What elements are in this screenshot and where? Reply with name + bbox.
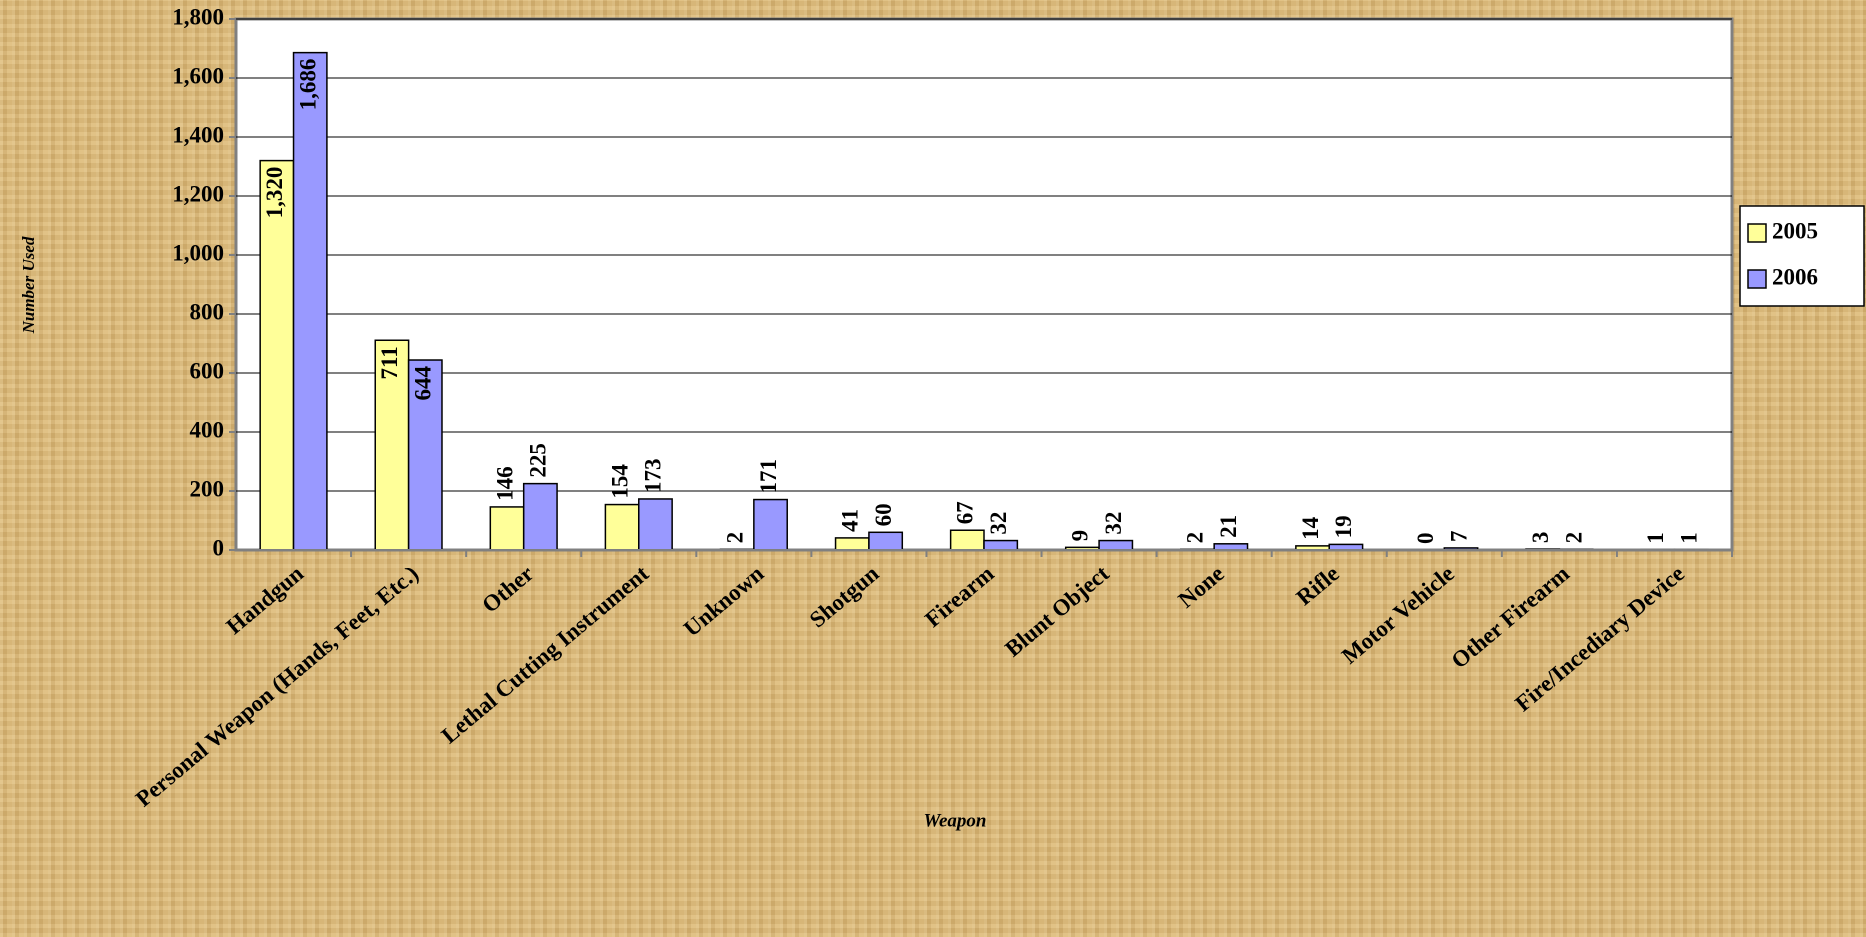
y-tick-label: 1,600: [172, 63, 224, 88]
x-axis-title: Weapon: [924, 810, 987, 831]
bar: [292, 51, 328, 551]
value-label: 154: [607, 464, 632, 499]
bar: [983, 539, 1019, 551]
value-label: 1: [1643, 532, 1668, 544]
bar: [949, 529, 985, 551]
value-label: 2: [1561, 532, 1586, 544]
y-tick-label: 800: [190, 299, 225, 324]
value-label: 1: [1676, 532, 1701, 544]
value-label: 2: [722, 532, 747, 544]
y-axis-title: Number Used: [19, 236, 38, 334]
bar: [489, 506, 525, 551]
x-tick-label: Other: [477, 561, 538, 618]
y-tick-label: 1,200: [172, 181, 224, 206]
x-tick-label: Firearm: [920, 561, 998, 632]
legend-swatch: [1747, 269, 1767, 289]
value-label: 32: [986, 512, 1011, 535]
legend-label: 2005: [1772, 218, 1818, 243]
value-label: 225: [526, 443, 551, 478]
x-tick-label: Other Firearm: [1447, 561, 1574, 674]
bar: [753, 498, 788, 551]
x-tick-label: None: [1174, 561, 1229, 613]
legend-swatch: [1747, 223, 1767, 243]
value-label: 41: [838, 509, 863, 532]
value-label: 9: [1068, 530, 1093, 542]
value-label: 14: [1298, 516, 1323, 540]
value-label: 3: [1528, 532, 1553, 544]
value-label: 32: [1101, 512, 1126, 535]
value-label: 21: [1216, 515, 1241, 538]
value-label: 19: [1331, 515, 1356, 538]
legend-box: [1739, 205, 1865, 307]
value-label: 146: [492, 466, 517, 501]
value-label: 2: [1183, 532, 1208, 544]
value-label: 7: [1446, 530, 1471, 542]
x-tick-label: Lethal Cutting Instrument: [437, 561, 654, 749]
y-tick-label: 400: [190, 417, 225, 442]
value-label: 1,686: [296, 59, 321, 111]
y-tick-label: 200: [190, 476, 225, 501]
value-label: 67: [953, 501, 978, 524]
bar: [868, 531, 904, 551]
x-tick-label: Unknown: [679, 561, 769, 642]
value-label: 171: [756, 459, 781, 494]
y-tick-label: 0: [213, 535, 225, 560]
bar: [1098, 539, 1134, 551]
value-label: 0: [1413, 533, 1438, 545]
y-tick-label: 1,400: [172, 122, 224, 147]
value-label: 60: [871, 503, 896, 526]
plot-area: [234, 17, 1734, 552]
y-tick-label: 600: [190, 358, 225, 383]
x-tick-label: Motor Vehicle: [1337, 561, 1459, 669]
x-tick-label: Rifle: [1292, 561, 1344, 611]
bar: [407, 359, 443, 551]
x-tick-label: Handgun: [222, 561, 309, 639]
value-label: 711: [377, 346, 402, 379]
y-tick-label: 1,000: [172, 240, 224, 265]
x-tick-label: Shotgun: [805, 561, 884, 633]
bar: [638, 498, 673, 551]
bar: [834, 537, 870, 551]
value-label: 1,320: [262, 167, 287, 219]
bar: [522, 482, 558, 551]
x-tick-label: Blunt Object: [1000, 561, 1114, 662]
y-tick-label: 1,800: [172, 4, 224, 29]
value-label: 173: [641, 458, 666, 493]
bar: [604, 503, 640, 551]
value-label: 644: [411, 366, 436, 401]
legend-label: 2006: [1772, 264, 1818, 289]
